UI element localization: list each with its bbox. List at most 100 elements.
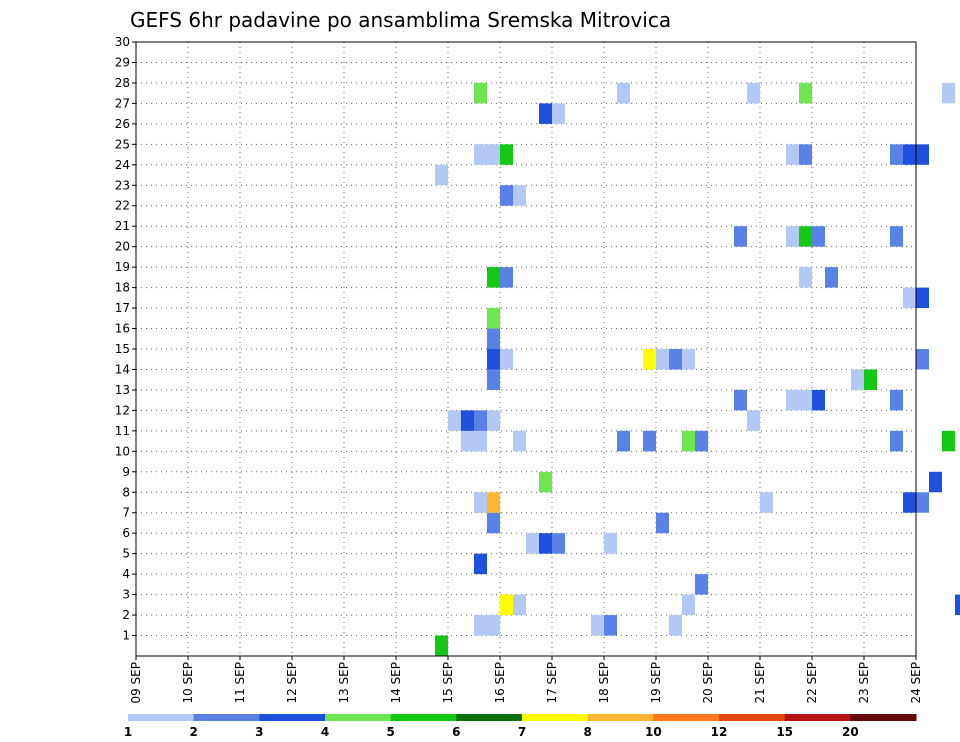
colorbar-swatch (128, 714, 195, 721)
x-axis-ticks: 09 SEP 10 SEP 11 SEP 12 SEP 13 SEP 14 SEP 15 S… (129, 656, 923, 704)
precip-cell (487, 615, 500, 636)
precip-cell (487, 349, 500, 370)
precip-cell (526, 533, 539, 554)
precip-cell (448, 410, 461, 431)
x-tick-label: 16 SEP (493, 662, 507, 704)
precip-cell (864, 369, 877, 390)
colorbar-label: 1 (124, 725, 132, 739)
colorbar-label: 8 (583, 725, 591, 739)
y-tick-label: 13 (115, 383, 130, 397)
y-tick-label: 14 (115, 362, 130, 376)
y-tick-label: 29 (115, 55, 130, 69)
precip-cell (487, 144, 500, 165)
precip-cell (617, 82, 630, 104)
y-tick-label: 23 (115, 178, 130, 192)
y-tick-label: 26 (115, 117, 130, 131)
colorbar-label: 3 (255, 725, 263, 739)
precip-cell (916, 492, 929, 513)
precip-cell (695, 574, 708, 595)
precip-cell (474, 410, 487, 431)
precip-cell (916, 144, 929, 165)
precip-cell (916, 349, 929, 370)
y-tick-label: 4 (122, 567, 130, 581)
precip-cell (487, 512, 500, 534)
precip-cell (500, 349, 513, 370)
colorbar-swatch (456, 714, 523, 721)
y-tick-label: 11 (115, 424, 130, 438)
precip-cell (539, 103, 552, 124)
precip-cell (942, 430, 955, 452)
precip-cell (474, 492, 487, 513)
precip-cell (513, 430, 526, 452)
x-tick-label: 18 SEP (597, 662, 611, 704)
precip-cell (760, 492, 773, 513)
y-tick-label: 19 (115, 260, 130, 274)
precip-cell (487, 410, 500, 431)
precip-cell (812, 389, 825, 411)
x-tick-label: 09 SEP (129, 662, 143, 704)
y-tick-label: 7 (122, 506, 130, 520)
y-tick-label: 25 (115, 137, 130, 151)
colorbar-swatch (653, 714, 720, 721)
precip-cell (916, 287, 929, 309)
precip-cell (890, 389, 903, 411)
precip-cell (643, 430, 656, 452)
colorbar-swatch (719, 714, 786, 721)
y-tick-label: 16 (115, 322, 130, 336)
precip-cell (682, 594, 695, 616)
y-tick-label: 20 (115, 240, 130, 254)
colorbar-swatch (587, 714, 654, 721)
y-tick-label: 2 (122, 608, 130, 622)
y-tick-label: 17 (115, 301, 130, 315)
precip-cell (955, 594, 960, 616)
chart-title: GEFS 6hr padavine po ansamblima Sremska … (130, 8, 671, 32)
x-tick-label: 22 SEP (805, 662, 819, 704)
precip-cell (734, 226, 747, 247)
precip-cell (825, 267, 838, 288)
precip-cell (942, 82, 955, 104)
precip-cell (474, 82, 487, 104)
precip-cell (851, 369, 864, 390)
x-tick-label: 23 SEP (857, 662, 871, 704)
precip-cell (552, 103, 565, 124)
y-tick-label: 30 (115, 35, 130, 49)
precip-cell (799, 144, 812, 165)
precip-cell (903, 287, 916, 309)
precip-cell (539, 533, 552, 554)
colorbar-swatch (390, 714, 457, 721)
y-tick-label: 9 (122, 465, 130, 479)
colorbar-label: 20 (842, 725, 859, 739)
y-tick-label: 15 (115, 342, 130, 356)
precip-cell (786, 144, 799, 165)
colorbar-swatch (784, 714, 851, 721)
precip-cell (591, 615, 604, 636)
precip-cell (435, 635, 448, 656)
precip-cell (500, 144, 513, 165)
precip-cell (929, 471, 942, 493)
precip-cell (500, 185, 513, 206)
precip-cell (799, 82, 812, 104)
precip-cell (799, 226, 812, 247)
precip-cell (487, 492, 500, 513)
precip-cell (500, 267, 513, 288)
precip-cell (435, 164, 448, 186)
precip-cell (903, 492, 916, 513)
precip-cell (474, 553, 487, 575)
colorbar-label: 5 (386, 725, 394, 739)
grid-lines (136, 42, 916, 656)
precip-cell (695, 430, 708, 452)
y-tick-label: 6 (122, 526, 130, 540)
precip-cell (799, 389, 812, 411)
x-tick-label: 24 SEP (909, 662, 923, 704)
colorbar-label: 4 (321, 725, 329, 739)
y-tick-label: 24 (115, 158, 130, 172)
x-tick-label: 10 SEP (181, 662, 195, 704)
precip-cell (487, 308, 500, 329)
colorbar-label: 7 (518, 725, 526, 739)
precip-cell (903, 144, 916, 165)
precip-cell (734, 389, 747, 411)
colorbar-swatch (522, 714, 589, 721)
x-tick-label: 14 SEP (389, 662, 403, 704)
x-tick-label: 15 SEP (441, 662, 455, 704)
colorbar-label: 15 (776, 725, 793, 739)
